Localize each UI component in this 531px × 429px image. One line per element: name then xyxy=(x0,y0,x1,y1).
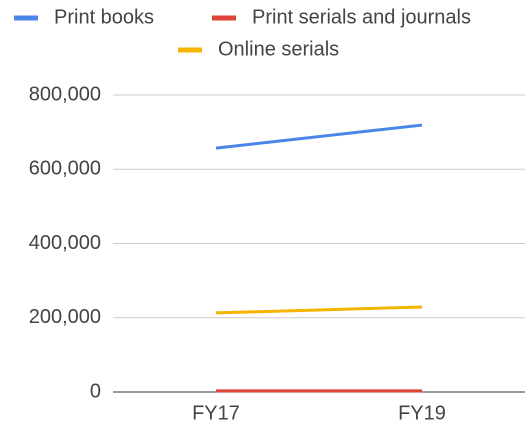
y-tick-label: 600,000 xyxy=(29,158,101,180)
y-tick-label: 400,000 xyxy=(29,232,101,254)
x-tick-label: FY19 xyxy=(398,402,446,424)
series-line xyxy=(215,123,423,150)
y-tick-label: 0 xyxy=(90,380,101,402)
x-tick-label: FY17 xyxy=(192,402,240,424)
y-tick-label: 200,000 xyxy=(29,306,101,328)
legend-label: Print books xyxy=(54,6,154,28)
y-tick-label: 800,000 xyxy=(29,83,101,105)
legend-label: Online serials xyxy=(218,38,339,60)
series-line xyxy=(215,305,423,315)
legend-label: Print serials and journals xyxy=(252,6,471,28)
